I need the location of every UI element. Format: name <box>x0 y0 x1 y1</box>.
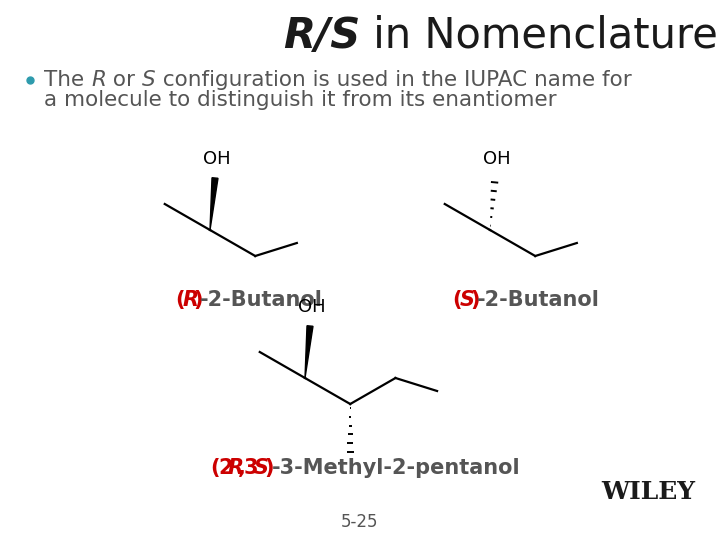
Text: or: or <box>106 70 142 90</box>
Text: configuration is used in the IUPAC name for: configuration is used in the IUPAC name … <box>156 70 631 90</box>
Text: a molecule to distinguish it from its enantiomer: a molecule to distinguish it from its en… <box>44 90 557 110</box>
Text: 3: 3 <box>244 458 258 478</box>
Text: 5-25: 5-25 <box>341 513 379 531</box>
Text: R: R <box>183 290 199 310</box>
Text: -2-Butanol: -2-Butanol <box>477 290 600 310</box>
Text: R: R <box>228 458 244 478</box>
Text: OH: OH <box>298 298 326 316</box>
Text: ,: , <box>238 458 246 478</box>
Text: ): ) <box>470 290 480 310</box>
Text: S: S <box>254 458 269 478</box>
Text: S: S <box>142 70 156 90</box>
Text: R/S: R/S <box>283 15 360 57</box>
Text: (: ( <box>452 290 462 310</box>
Polygon shape <box>305 326 313 378</box>
Text: 2: 2 <box>218 458 233 478</box>
Text: ): ) <box>264 458 274 478</box>
Text: S: S <box>460 290 475 310</box>
Text: ): ) <box>193 290 202 310</box>
Polygon shape <box>210 178 218 230</box>
Text: in Nomenclature: in Nomenclature <box>360 15 718 57</box>
Text: -2-Butanol: -2-Butanol <box>200 290 323 310</box>
Text: WILEY: WILEY <box>601 480 695 504</box>
Text: R: R <box>91 70 106 90</box>
Text: OH: OH <box>203 150 231 168</box>
Text: The: The <box>44 70 91 90</box>
Text: (: ( <box>175 290 184 310</box>
Text: OH: OH <box>483 150 510 168</box>
Text: (: ( <box>210 458 220 478</box>
Text: -3-Methyl-2-pentanol: -3-Methyl-2-pentanol <box>272 458 521 478</box>
